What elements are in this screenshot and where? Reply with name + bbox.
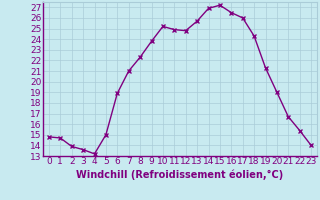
X-axis label: Windchill (Refroidissement éolien,°C): Windchill (Refroidissement éolien,°C) [76, 169, 284, 180]
